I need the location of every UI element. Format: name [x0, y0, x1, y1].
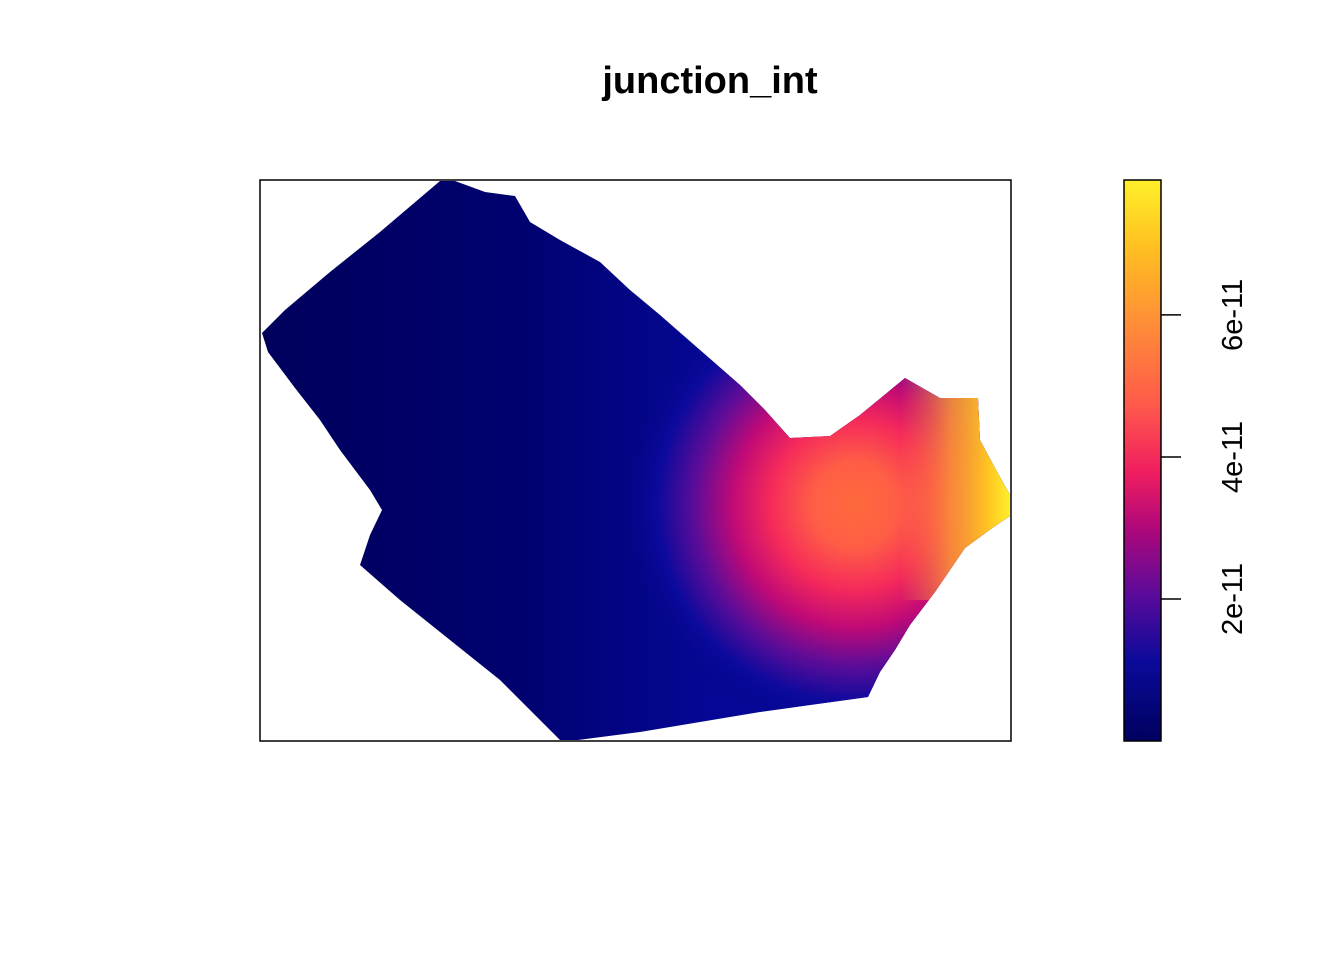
raster-field — [262, 181, 1010, 740]
colorbar-tick-label-3: 6e-11 — [1217, 279, 1249, 351]
colorbar-ticks: 2e-11 4e-11 6e-11 — [1161, 279, 1249, 635]
plot-frame — [259, 179, 1012, 742]
raster-east-layer — [860, 360, 1010, 600]
colorbar-gradient — [1123, 179, 1162, 742]
colorbar-legend: 2e-11 4e-11 6e-11 — [1123, 179, 1249, 742]
colorbar-tick-label-2: 4e-11 — [1217, 421, 1249, 493]
chart-title: junction_int — [601, 60, 818, 102]
colorbar-tick-label-1: 2e-11 — [1217, 563, 1249, 635]
